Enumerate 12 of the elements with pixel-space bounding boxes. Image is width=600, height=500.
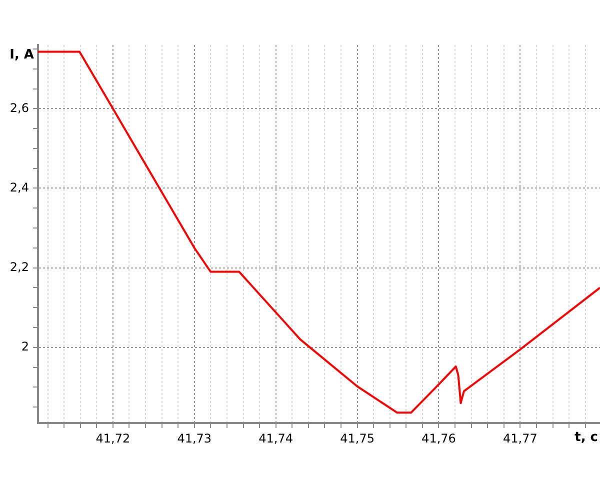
x-tick-label: 41,77: [503, 431, 538, 446]
x-tick-label: 41,76: [422, 431, 456, 446]
x-tick-label: 41,72: [96, 431, 130, 446]
y-tick-label: 2: [21, 340, 29, 354]
y-tick-label: 2,2: [10, 260, 29, 274]
x-tick-label: 41,75: [340, 431, 374, 446]
x-tick-label: 41,73: [177, 431, 212, 446]
y-tick-label: 2,4: [10, 180, 29, 194]
x-tick-label: 41,74: [258, 431, 294, 446]
y-tick-label: 2,6: [10, 100, 29, 115]
x-axis-title: t, c: [574, 430, 598, 445]
y-axis-title: I, A: [10, 47, 34, 62]
